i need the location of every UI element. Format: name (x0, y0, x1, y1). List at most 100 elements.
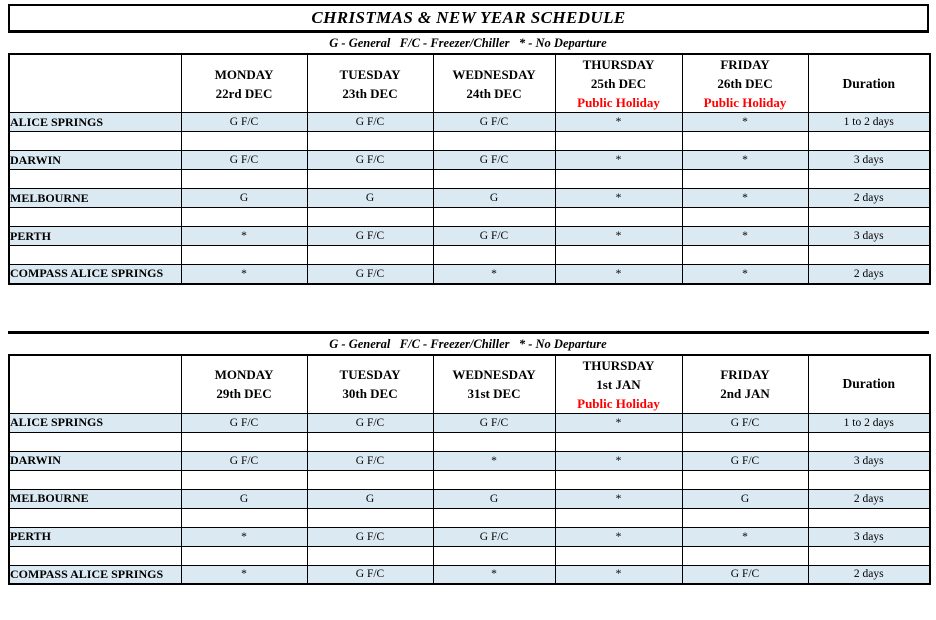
spacer-cell (306, 507, 434, 528)
public-holiday-note: Public Holiday (703, 95, 787, 110)
schedule-cell: G F/C (180, 150, 308, 170)
spacer-row (8, 207, 931, 227)
day-header-monday: MONDAY 29th DEC (180, 354, 308, 414)
day-name: WEDNESDAY (452, 66, 536, 82)
spacer-cell (180, 431, 308, 452)
spacer-cell (180, 169, 308, 189)
day-date: 24th DEC (466, 85, 522, 101)
schedule-cell: * (554, 526, 683, 547)
spacer-cell (8, 469, 182, 490)
spacer-cell (432, 507, 556, 528)
schedule-cell: * (554, 226, 683, 246)
row-label: DARWIN (8, 450, 182, 471)
spacer-cell (807, 207, 931, 227)
spacer-cell (8, 207, 182, 227)
spacer-cell (432, 245, 556, 265)
schedule-cell: G F/C (306, 264, 434, 284)
day-name: TUESDAY (339, 367, 401, 382)
header-row: MONDAY 22rd DEC TUESDAY 23th DEC WEDNESD… (8, 53, 931, 113)
schedule-cell: G F/C (306, 450, 434, 471)
spacer-cell (807, 245, 931, 265)
schedule-cell: G F/C (681, 564, 809, 585)
schedule-cell: * (180, 526, 308, 547)
day-name: FRIDAY (720, 57, 770, 72)
spacer-cell (306, 545, 434, 566)
row-label: ALICE SPRINGS (8, 412, 182, 433)
section-gap (0, 285, 936, 331)
spacer-cell (554, 169, 683, 189)
spacer-cell (180, 507, 308, 528)
spacer-cell (8, 245, 182, 265)
spacer-row (8, 131, 931, 151)
schedule-cell: G (306, 188, 434, 208)
spacer-cell (306, 131, 434, 151)
schedule-cell: G F/C (306, 564, 434, 585)
schedule-cell: G F/C (432, 112, 556, 132)
spacer-cell (180, 207, 308, 227)
schedule-cell: G F/C (306, 226, 434, 246)
spacer-cell (807, 545, 931, 566)
spacer-cell (554, 431, 683, 452)
row-label: PERTH (8, 226, 182, 246)
schedule-cell: G F/C (180, 112, 308, 132)
schedule-cell: * (554, 188, 683, 208)
day-date: 26th DEC (717, 76, 773, 91)
duration-cell: 1 to 2 days (807, 112, 931, 132)
day-name: WEDNESDAY (452, 367, 536, 382)
legend-week2: G - General F/C - Freezer/Chiller * - No… (329, 336, 607, 351)
schedule-cell: G F/C (306, 526, 434, 547)
row-label: PERTH (8, 526, 182, 547)
schedule-cell: * (681, 112, 809, 132)
day-header-thursday: THURSDAY 1st JAN Public Holiday (554, 354, 683, 414)
schedule-cell: * (554, 450, 683, 471)
day-date: 2nd JAN (720, 386, 770, 401)
schedule-cell: * (180, 264, 308, 284)
row-label: MELBOURNE (8, 188, 182, 208)
day-header-thursday: THURSDAY 25th DEC Public Holiday (554, 53, 683, 113)
schedule-cell: G F/C (432, 526, 556, 547)
day-header-friday: FRIDAY 26th DEC Public Holiday (681, 53, 809, 113)
row-label: COMPASS ALICE SPRINGS (8, 264, 182, 284)
schedule-cell: * (681, 188, 809, 208)
spacer-cell (807, 131, 931, 151)
schedule-cell: * (554, 264, 683, 284)
duration-cell: 3 days (807, 226, 931, 246)
public-holiday-note: Public Holiday (577, 95, 660, 110)
spacer-cell (554, 131, 683, 151)
day-name: FRIDAY (720, 367, 770, 382)
spacer-cell (681, 169, 809, 189)
spacer-cell (432, 131, 556, 151)
section-divider (8, 330, 929, 334)
spacer-cell (554, 545, 683, 566)
duration-header: Duration (807, 354, 931, 414)
schedule-row: ALICE SPRINGS G F/C G F/C G F/C * G F/C 1 to 2… (8, 412, 931, 433)
spacer-cell (306, 245, 434, 265)
spacer-row (8, 169, 931, 189)
schedule-table-week2: MONDAY 29th DEC TUESDAY 30th DEC WEDNESD… (8, 353, 931, 585)
day-name: MONDAY (214, 367, 274, 382)
schedule-cell: * (681, 264, 809, 284)
schedule-cell: G F/C (306, 112, 434, 132)
schedule-cell: G F/C (681, 450, 809, 471)
duration-cell: 2 days (807, 488, 931, 509)
spacer-row (8, 469, 931, 490)
schedule-cell: G F/C (180, 450, 308, 471)
schedule-cell: G F/C (306, 150, 434, 170)
schedule-body-week1: ALICE SPRINGS G F/C G F/C G F/C * * 1 to 2 day… (8, 112, 931, 284)
schedule-cell: G (432, 188, 556, 208)
duration-cell: 2 days (807, 264, 931, 284)
schedule-row: MELBOURNE G G G * G 2 days (8, 488, 931, 509)
day-header-wednesday: WEDNESDAY 24th DEC (432, 53, 556, 113)
spacer-cell (306, 169, 434, 189)
header-row: MONDAY 29th DEC TUESDAY 30th DEC WEDNESD… (8, 354, 931, 414)
spacer-row (8, 507, 931, 528)
spacer-cell (180, 469, 308, 490)
corner-cell (8, 354, 182, 414)
schedule-cell: * (432, 450, 556, 471)
day-header-friday: FRIDAY 2nd JAN (681, 354, 809, 414)
spacer-cell (8, 169, 182, 189)
day-header-tuesday: TUESDAY 23th DEC (306, 53, 434, 113)
row-label: ALICE SPRINGS (8, 112, 182, 132)
schedule-cell: G (180, 488, 308, 509)
legend-week1: G - General F/C - Freezer/Chiller * - No… (329, 36, 607, 50)
